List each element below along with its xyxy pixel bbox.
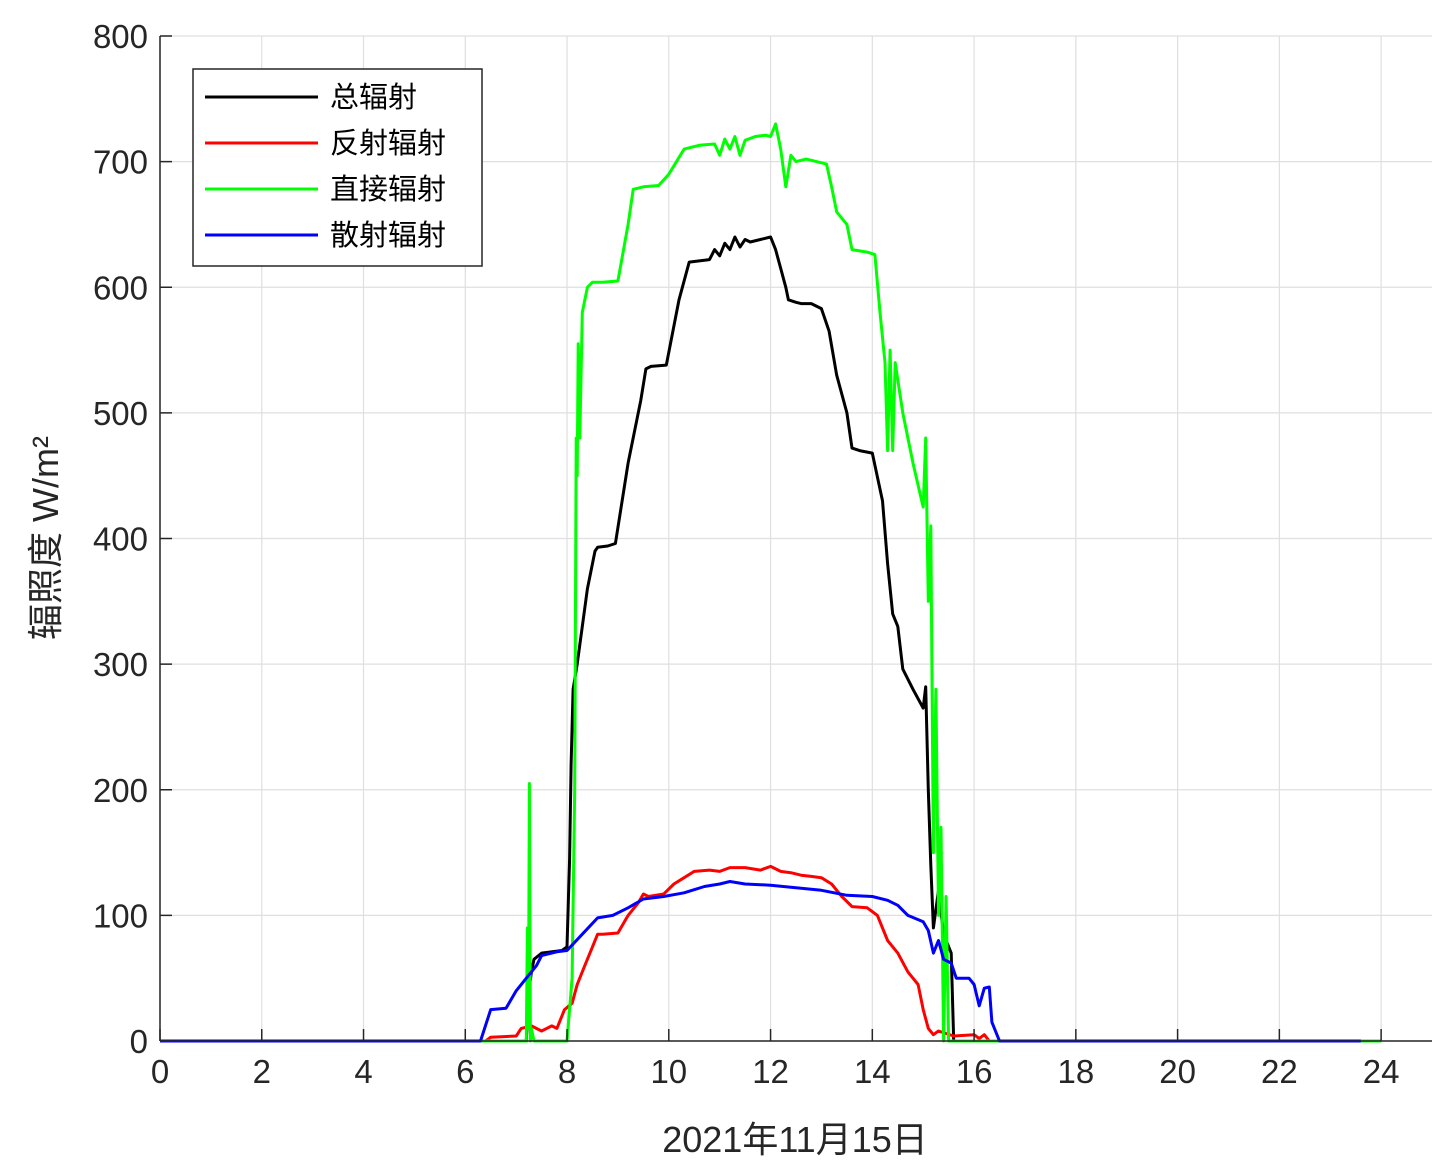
- series-line-3: [160, 880, 1361, 1043]
- x-tick-label: 16: [956, 1053, 993, 1090]
- x-tick-label: 18: [1057, 1053, 1094, 1090]
- x-tick-label: 20: [1159, 1053, 1196, 1090]
- x-tick-label: 10: [650, 1053, 687, 1090]
- x-tick-label: 4: [354, 1053, 372, 1090]
- x-tick-label: 22: [1261, 1053, 1298, 1090]
- y-tick-label: 300: [93, 646, 148, 683]
- x-tick-label: 12: [752, 1053, 789, 1090]
- x-tick-label: 24: [1363, 1053, 1400, 1090]
- x-tick-label: 14: [854, 1053, 891, 1090]
- x-tick-label: 6: [456, 1053, 474, 1090]
- x-tick-label: 8: [558, 1053, 576, 1090]
- tick-labels: 0 2 4 6 8 10 12 14 16 18 20 22 240100200300400500600…: [93, 18, 1400, 1090]
- y-tick-label: 700: [93, 144, 148, 181]
- y-tick-label: 200: [93, 772, 148, 809]
- y-tick-label: 100: [93, 897, 148, 934]
- y-tick-label: 800: [93, 18, 148, 55]
- y-tick-label: 600: [93, 269, 148, 306]
- legend-label-2: 直接辐射: [330, 172, 446, 206]
- legend-label-1: 反射辐射: [330, 126, 446, 160]
- y-tick-label: 500: [93, 395, 148, 432]
- legend-label-0: 总辐射: [330, 80, 417, 114]
- legend-label-3: 散射辐射: [330, 218, 446, 252]
- series-lines: [160, 122, 1382, 1043]
- x-axis-label: 2021年11月15日: [662, 1119, 928, 1160]
- y-tick-label: 0: [130, 1023, 148, 1060]
- y-axis-label: 辐照度 W/m²: [25, 436, 66, 640]
- series-line-2: [160, 122, 1382, 1043]
- axes: [159, 35, 1432, 1042]
- y-tick-label: 400: [93, 521, 148, 558]
- x-tick-label: 2: [253, 1053, 271, 1090]
- series-line-0: [160, 235, 1382, 1043]
- x-tick-label: 0: [151, 1053, 169, 1090]
- series-line-1: [160, 864, 1382, 1043]
- legend-box: [192, 68, 483, 267]
